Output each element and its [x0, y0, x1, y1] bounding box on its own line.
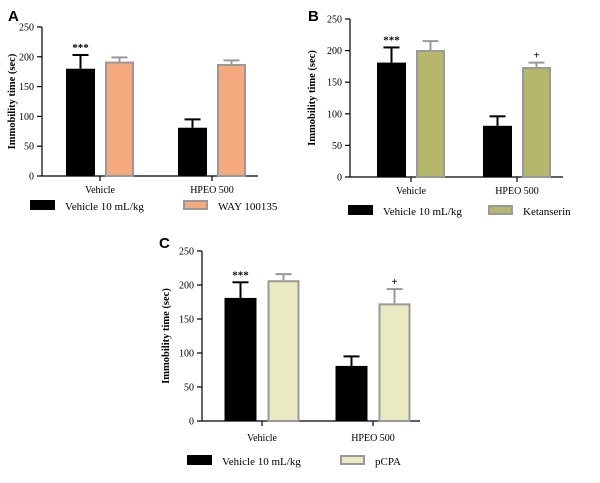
bar-c-0-0: [224, 297, 257, 421]
y-axis-title-c: Immobility time (sec): [161, 288, 172, 384]
x-tick-label-b-0: Vehicle: [396, 186, 427, 197]
bar-c-1-1: [378, 303, 411, 422]
y-tick-label-c-0: 0: [189, 417, 194, 428]
chart-panel-c: C Immobility time (sec) 0 50 100 150 200 250 Veh…: [150, 235, 450, 483]
bar-c-1-0: [267, 280, 300, 422]
y-tick-label-a-1: 50: [24, 142, 34, 153]
y-tick-label-c-4: 200: [179, 281, 194, 292]
annotation-b-0-0: ***: [383, 34, 400, 46]
bar-a-1-0: [105, 61, 134, 177]
x-tick-label-a-0: Vehicle: [85, 185, 116, 196]
legend-label-a-1: WAY 100135: [218, 201, 278, 213]
y-tick-label-a-0: 0: [29, 172, 34, 183]
bar-b-1-1: [522, 67, 551, 178]
legend-swatch-c-0: [187, 455, 212, 465]
legend-label-b-1: Ketanserin: [523, 206, 571, 218]
chart-panel-b: B Immobility time (sec) 0 50 100 150 200 250 Veh…: [300, 0, 600, 235]
legend-label-b-0: Vehicle 10 mL/kg: [383, 206, 462, 218]
legend-swatch-a-0: [30, 200, 55, 210]
legend-swatch-b-0: [348, 205, 373, 215]
y-tick-label-a-5: 250: [19, 23, 34, 34]
y-axis-title-a: Immobility time (sec): [7, 53, 18, 149]
bar-b-0-0: [377, 62, 406, 177]
panel-letter-c: C: [159, 235, 170, 252]
y-tick-label-c-3: 150: [179, 315, 194, 326]
panel-letter-a: A: [8, 8, 19, 25]
y-tick-label-b-3: 150: [327, 78, 342, 89]
y-tick-label-a-2: 100: [19, 112, 34, 123]
legend-swatch-a-1: [183, 200, 208, 210]
bar-a-0-1: [178, 127, 207, 176]
bar-b-1-0: [416, 49, 445, 178]
y-tick-label-a-3: 150: [19, 82, 34, 93]
bar-a-1-1: [217, 63, 246, 177]
legend-label-c-1: pCPA: [375, 456, 401, 468]
legend-label-c-0: Vehicle 10 mL/kg: [222, 456, 301, 468]
legend-swatch-b-1: [488, 205, 513, 215]
legend-swatch-c-1: [340, 455, 365, 465]
chart-a-svg: A Immobility time (sec) 0 50 100 150 200 250 Veh…: [7, 8, 278, 213]
y-tick-label-b-1: 50: [332, 141, 342, 152]
x-tick-label-c-1: HPEO 500: [351, 433, 395, 444]
x-tick-label-c-0: Vehicle: [247, 433, 278, 444]
x-tick-label-b-1: HPEO 500: [495, 186, 539, 197]
annotation-b-1-1: +: [533, 50, 539, 62]
chart-b-svg: B Immobility time (sec) 0 50 100 150 200 250 Veh…: [307, 8, 571, 218]
y-tick-label-b-0: 0: [337, 173, 342, 184]
y-tick-label-c-1: 50: [184, 383, 194, 394]
panel-letter-b: B: [308, 8, 319, 25]
bar-c-0-1: [335, 365, 368, 421]
y-tick-label-c-5: 250: [179, 247, 194, 258]
legend-label-a-0: Vehicle 10 mL/kg: [65, 201, 144, 213]
annotation-c-0-0: ***: [232, 269, 249, 281]
y-tick-label-a-4: 200: [19, 52, 34, 63]
x-tick-label-a-1: HPEO 500: [190, 185, 234, 196]
annotation-c-1-1: +: [391, 276, 397, 288]
y-tick-label-c-2: 100: [179, 349, 194, 360]
bar-a-0-0: [66, 68, 95, 176]
annotation-a-0-0: ***: [72, 42, 89, 54]
y-tick-label-b-5: 250: [327, 15, 342, 26]
bar-b-0-1: [483, 125, 512, 177]
y-tick-label-b-2: 100: [327, 109, 342, 120]
chart-c-svg: C Immobility time (sec) 0 50 100 150 200 250 Veh…: [159, 235, 420, 468]
y-tick-label-b-4: 200: [327, 46, 342, 57]
chart-panel-a: A Immobility time (sec) 0 50 100 150 200 250 Veh…: [0, 0, 300, 235]
y-axis-title-b: Immobility time (sec): [307, 50, 318, 146]
